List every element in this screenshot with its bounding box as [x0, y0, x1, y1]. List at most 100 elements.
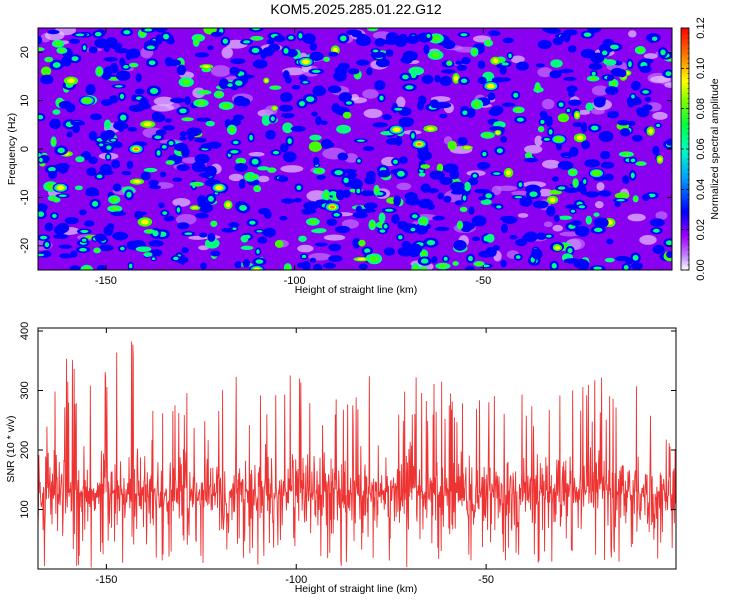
heatmap-cell-core	[421, 267, 426, 270]
heatmap-cell	[151, 111, 163, 119]
heatmap-cell-core	[468, 255, 473, 262]
heatmap-cell	[374, 37, 386, 47]
heatmap-cell-core	[94, 248, 100, 253]
heatmap-peak	[81, 97, 93, 104]
heatmap-cell	[75, 156, 85, 163]
heatmap-cell	[242, 259, 250, 268]
heatmap-cell-core	[411, 214, 418, 219]
heatmap-cell-core	[515, 108, 522, 112]
heatmap-low-patch	[594, 201, 604, 209]
heatmap-cell	[298, 75, 308, 82]
heatmap-cell-core	[420, 218, 427, 225]
heatmap-cell	[164, 215, 175, 222]
colorbar-tick-label: 0.12	[695, 17, 707, 38]
heatmap-cell-core	[438, 264, 448, 268]
heatmap-cell-core	[255, 186, 260, 191]
heatmap-cell-core	[578, 205, 586, 209]
heatmap-cell	[210, 31, 224, 37]
heatmap-low-patch	[396, 182, 412, 191]
heatmap-cell	[293, 197, 303, 203]
heatmap-cell-core	[146, 230, 153, 233]
heatmap-cell	[563, 76, 577, 81]
heatmap-cell-core	[222, 38, 228, 44]
heatmap-cell-core	[264, 78, 268, 83]
snr-series-line	[38, 341, 676, 568]
heatmap-cell	[581, 140, 591, 150]
heatmap-cell	[602, 38, 614, 46]
heatmap-cell	[291, 84, 301, 90]
heatmap-cell	[315, 116, 322, 126]
heatmap-cell	[530, 248, 543, 260]
heatmap-cell-core	[508, 53, 512, 58]
heatmap-cell	[153, 28, 168, 33]
heatmap-cell-core	[256, 230, 263, 233]
heatmap-cell	[309, 257, 317, 263]
heatmap-cell	[524, 231, 538, 243]
heatmap-cell	[605, 86, 619, 96]
heatmap-cell-core	[622, 152, 631, 156]
heatmap-cell-core	[51, 138, 56, 145]
heatmap-cell	[500, 136, 508, 143]
heatmap-low-patch	[639, 235, 657, 245]
heatmap-cell	[52, 109, 61, 115]
heatmap-cell	[278, 104, 294, 112]
heatmap-cell	[606, 74, 614, 81]
heatmap-cell-core	[179, 108, 187, 114]
heatmap-cell	[282, 122, 294, 134]
heatmap-cell	[178, 136, 187, 141]
heatmap-cell-core	[505, 170, 512, 176]
heatmap-cell-core	[623, 265, 629, 270]
heatmap-y-tick-label: 20	[19, 46, 31, 58]
heatmap-cell-core	[393, 159, 398, 165]
heatmap-cell-core	[334, 170, 343, 176]
heatmap-cell-core	[67, 78, 75, 84]
heatmap-cell	[488, 108, 502, 117]
heatmap-cell	[176, 164, 190, 172]
heatmap-cell-core	[202, 65, 211, 68]
heatmap-cells	[38, 28, 672, 270]
heatmap-cell	[262, 227, 276, 238]
heatmap-cell-core	[110, 77, 119, 80]
heatmap-cell	[652, 244, 665, 254]
heatmap-cell-core	[372, 49, 379, 53]
heatmap-cell	[94, 38, 109, 49]
heatmap-cell-core	[648, 128, 653, 134]
heatmap-cell-core	[46, 57, 52, 62]
heatmap-cell-core	[356, 188, 361, 194]
heatmap-cell	[431, 256, 438, 264]
heatmap-cell-core	[272, 86, 279, 89]
heatmap-cell-core	[52, 62, 61, 68]
heatmap-cell	[323, 262, 337, 269]
heatmap-cell-core	[75, 33, 85, 37]
heatmap-cell-core	[369, 28, 376, 31]
heatmap-cell-core	[110, 138, 116, 142]
heatmap-peak	[215, 185, 223, 191]
colorbar-tick-label: 0.00	[695, 259, 707, 280]
heatmap-cell-core	[431, 35, 441, 42]
heatmap-cell	[553, 214, 560, 223]
heatmap-cell	[79, 209, 87, 216]
heatmap-cell-core	[146, 45, 155, 50]
heatmap-cell	[364, 176, 376, 185]
heatmap-cell	[356, 59, 370, 66]
heatmap-cell	[195, 212, 209, 219]
heatmap-cell	[346, 29, 362, 36]
heatmap-cell	[88, 156, 98, 165]
heatmap-cell-core	[540, 119, 545, 124]
heatmap-low-patch	[306, 190, 328, 202]
heatmap-cell	[198, 172, 212, 178]
heatmap-cell	[399, 156, 408, 165]
line-y-tick-label: 400	[19, 322, 31, 340]
heatmap-low-patch	[172, 197, 191, 207]
heatmap-cell	[600, 161, 615, 169]
heatmap-cell-core	[454, 75, 459, 82]
heatmap-cell-core	[472, 173, 478, 178]
heatmap-cell	[487, 92, 496, 101]
heatmap-cell	[454, 200, 464, 206]
heatmap-cell	[69, 265, 81, 270]
heatmap-cell-core	[632, 254, 639, 261]
heatmap-cell-core	[637, 162, 645, 165]
heatmap-cell	[298, 235, 307, 242]
heatmap-cell-core	[633, 196, 638, 201]
heatmap-cell-core	[453, 262, 458, 265]
